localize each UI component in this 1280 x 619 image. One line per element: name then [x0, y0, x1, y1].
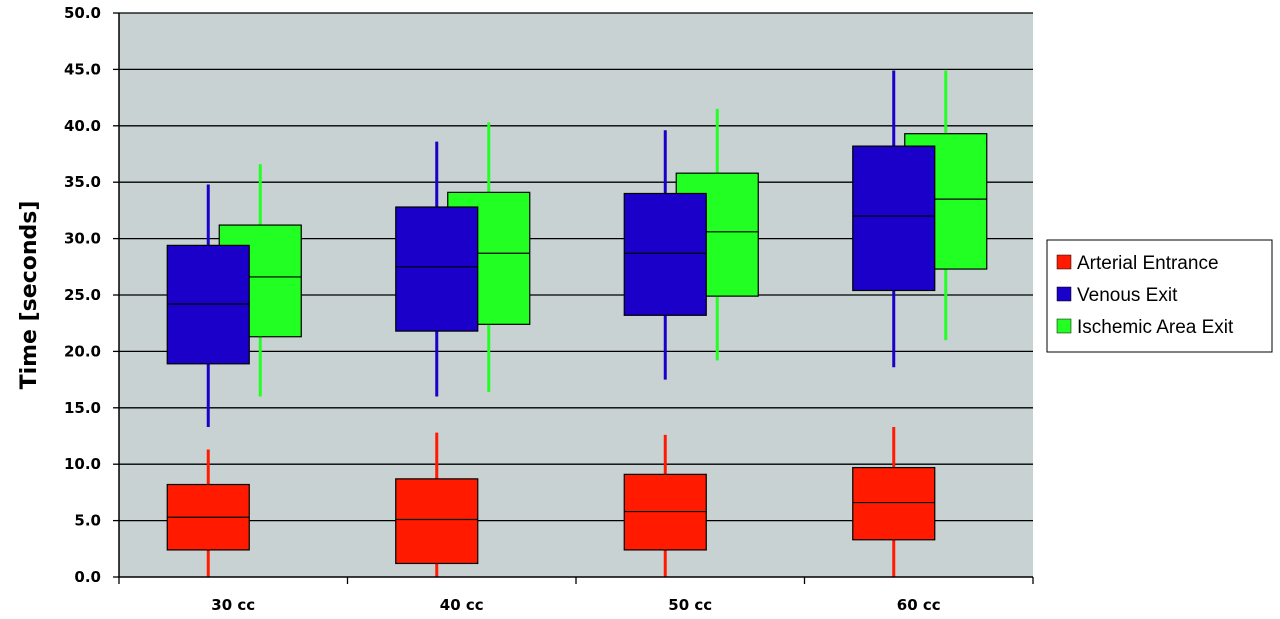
y-tick-label: 30.0 [64, 230, 101, 248]
boxes [166, 133, 988, 565]
legend-label-arterial-entrance: Arterial Entrance [1077, 253, 1219, 274]
legend-label-venous-exit: Venous Exit [1077, 285, 1178, 306]
y-tick-label: 5.0 [74, 512, 101, 530]
box-venous-exit [623, 192, 707, 316]
legend-label-ischemic-area-exit: Ischemic Area Exit [1077, 317, 1234, 338]
x-tick-label: 60 cc [897, 596, 941, 614]
legend-swatch-ischemic-area-exit [1056, 318, 1072, 334]
legend: Arterial Entrance Venous Exit Ischemic A… [1046, 239, 1273, 353]
y-tick-label: 20.0 [64, 342, 101, 360]
y-tick-label: 50.0 [64, 4, 101, 22]
y-tick-label: 0.0 [74, 568, 101, 586]
box-arterial-entrance [852, 466, 936, 541]
y-axis-label: Time [seconds] [17, 201, 42, 390]
y-tick-label: 45.0 [64, 60, 101, 78]
y-tick-label: 40.0 [64, 117, 101, 135]
x-tick-label: 30 cc [211, 596, 255, 614]
legend-swatch-venous-exit [1056, 286, 1072, 302]
x-tick-labels: 30 cc 40 cc 50 cc 60 cc [211, 596, 940, 614]
axes [113, 12, 1034, 584]
legend-swatch-arterial-entrance [1056, 254, 1072, 270]
y-tick-label: 10.0 [64, 455, 101, 473]
y-tick-label: 35.0 [64, 173, 101, 191]
y-tick-labels: 0.0 5.0 10.0 15.0 20.0 25.0 30.0 35.0 40.0 45.0 50… [64, 4, 101, 586]
x-tick-label: 40 cc [440, 596, 484, 614]
legend-box [1046, 239, 1273, 353]
box-arterial-entrance [395, 478, 479, 565]
box-venous-exit [852, 145, 936, 292]
y-tick-label: 25.0 [64, 286, 101, 304]
box-venous-exit [395, 206, 479, 332]
x-tick-label: 50 cc [668, 596, 712, 614]
y-tick-label: 15.0 [64, 399, 101, 417]
